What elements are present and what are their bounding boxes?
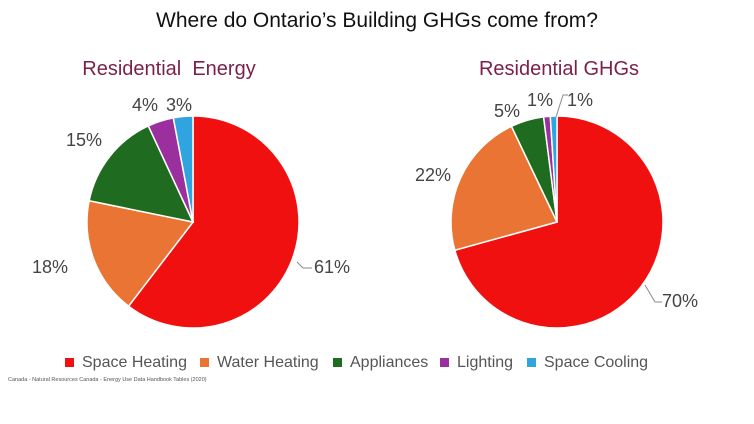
ghg-leader-space-heating bbox=[644, 284, 662, 303]
ghg-label-lighting: 1% bbox=[527, 90, 553, 110]
ghg-label-water-heating: 22% bbox=[415, 165, 451, 185]
ghg-label-appliances: 5% bbox=[494, 101, 520, 121]
ghg-slice-space-heating bbox=[453, 115, 664, 329]
legend-label-appliances: Appliances bbox=[350, 354, 428, 371]
ghg-slice-water-heating bbox=[450, 125, 559, 252]
energy-label-space-cooling: 3% bbox=[166, 95, 192, 115]
legend: Space Heating Water Heating Appliances Ligh… bbox=[65, 354, 648, 371]
pie-energy: 61% 18% 15% 4% 3% bbox=[32, 95, 350, 329]
energy-label-water-heating: 18% bbox=[32, 257, 68, 277]
energy-slice-appliances bbox=[88, 124, 195, 224]
pie-ghg: 70% 22% 5% 1% 1% bbox=[415, 90, 698, 329]
legend-swatch-appliances bbox=[333, 358, 342, 367]
legend-label-space-cooling: Space Cooling bbox=[544, 354, 648, 371]
energy-leader-space-heating bbox=[296, 261, 312, 269]
legend-swatch-lighting bbox=[440, 358, 449, 367]
energy-label-space-heating: 61% bbox=[314, 257, 350, 277]
legend-swatch-space-cooling bbox=[527, 358, 536, 367]
chart-title: Where do Ontario’s Building GHGs come fr… bbox=[156, 9, 598, 32]
energy-label-appliances: 15% bbox=[66, 130, 102, 150]
ghg-leader-space-cooling bbox=[555, 94, 568, 118]
pie-ghg-title: Residential GHGs bbox=[479, 58, 639, 80]
energy-slice-space-heating bbox=[127, 115, 300, 329]
source-note: Canada - Natural Resources Canada - Ener… bbox=[8, 377, 207, 383]
energy-slice-water-heating bbox=[86, 199, 195, 308]
legend-label-water-heating: Water Heating bbox=[217, 354, 319, 371]
ghg-label-space-cooling: 1% bbox=[567, 90, 593, 110]
energy-label-lighting: 4% bbox=[132, 95, 158, 115]
legend-swatch-space-heating bbox=[65, 358, 74, 367]
energy-slice-space-cooling bbox=[172, 115, 194, 223]
pie-energy-title: Residential Energy bbox=[82, 58, 255, 80]
legend-swatch-water-heating bbox=[200, 358, 209, 367]
ghg-label-space-heating: 70% bbox=[662, 291, 698, 311]
legend-label-lighting: Lighting bbox=[457, 354, 513, 371]
legend-label-space-heating: Space Heating bbox=[82, 354, 187, 371]
ghg-slice-space-cooling bbox=[549, 115, 558, 223]
